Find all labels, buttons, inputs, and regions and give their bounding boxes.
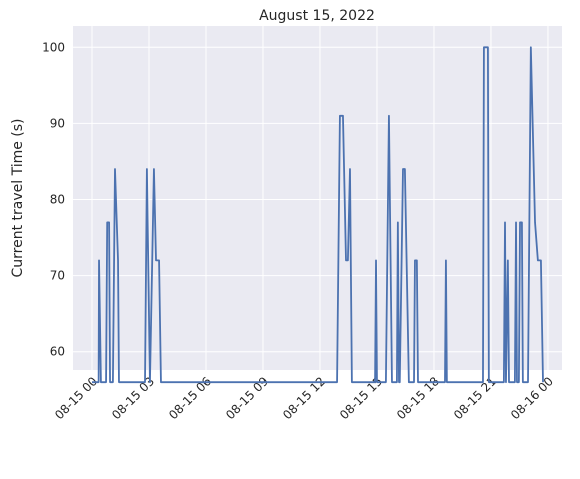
y-tick-label: 100 xyxy=(42,40,65,54)
y-tick-label: 80 xyxy=(50,193,65,207)
y-tick-label: 70 xyxy=(50,269,65,283)
y-tick-label: 60 xyxy=(50,345,65,359)
chart-title: August 15, 2022 xyxy=(259,8,375,24)
y-tick-label: 90 xyxy=(50,116,65,130)
line xyxy=(91,46,544,384)
y-axis-label: Current travel Time (s) xyxy=(10,118,26,277)
